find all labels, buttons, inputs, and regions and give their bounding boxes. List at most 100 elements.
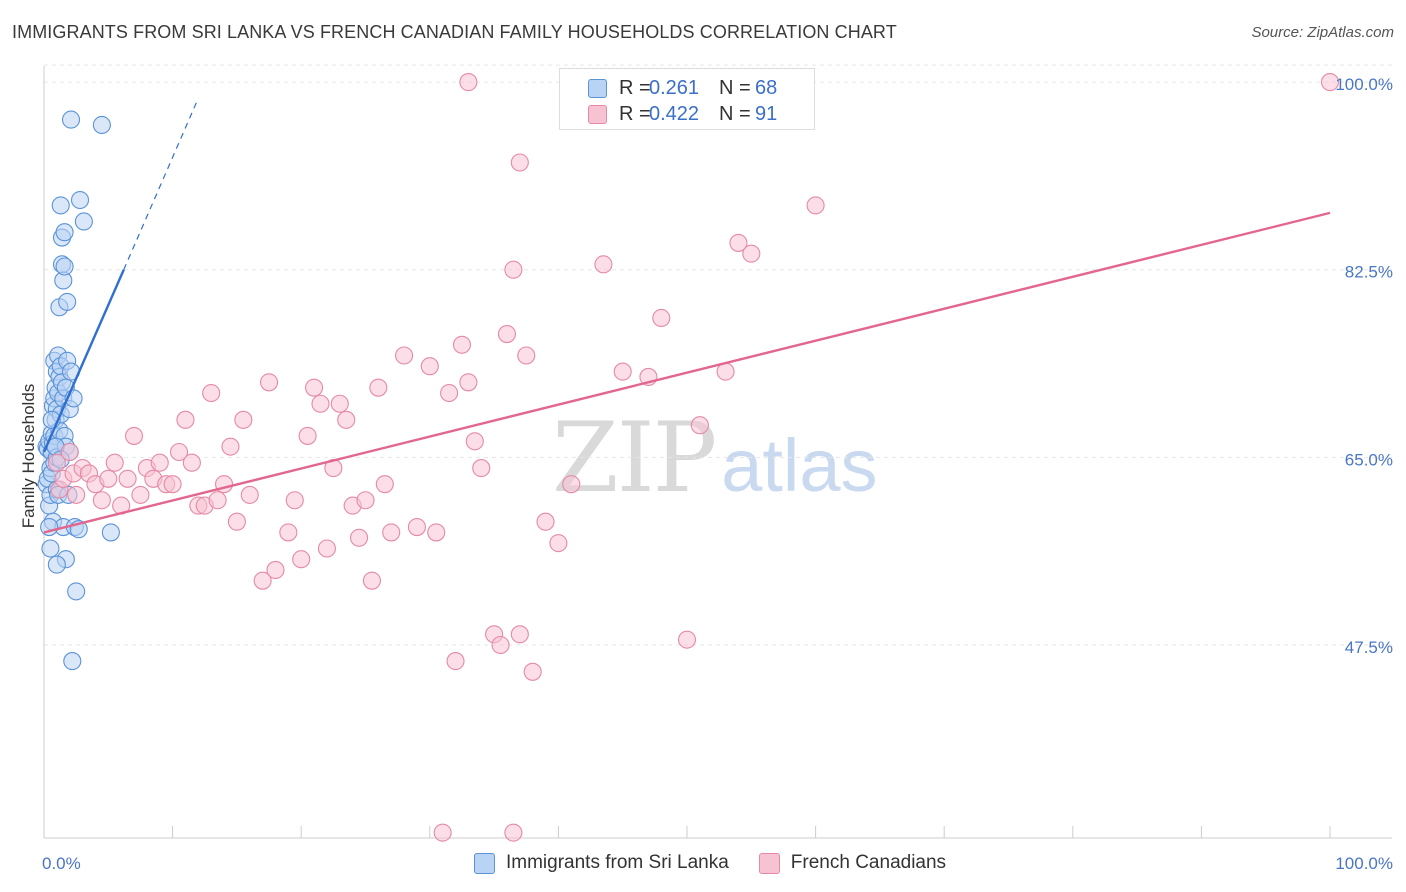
trend-lines: [42, 97, 1331, 534]
legend-swatch-blue: [474, 852, 495, 874]
french-canadians-point: [131, 485, 150, 504]
french-canadians-point: [350, 528, 369, 547]
legend-row-french-canadians: R = 0.422 N = 91: [588, 102, 777, 126]
sri-lanka-point: [67, 582, 86, 601]
french-canadians-point: [47, 453, 66, 472]
french-canadians-point: [150, 453, 169, 472]
legend-label-sri-lanka: Immigrants from Sri Lanka: [506, 852, 729, 873]
sri-lanka-point: [92, 115, 111, 135]
french-canadians-point: [510, 153, 529, 172]
french-canadians-point: [182, 453, 201, 472]
french-canadians-point: [382, 523, 401, 542]
french-canadians-point: [472, 459, 491, 478]
sri-lanka-point: [74, 212, 93, 231]
french-canadians-point: [369, 378, 388, 397]
french-canadians-point: [510, 625, 529, 644]
french-canadians-point: [536, 512, 555, 531]
sri-lanka-trend-extension: [123, 97, 199, 270]
sri-lanka-point: [55, 223, 74, 242]
sri-lanka-point: [41, 539, 60, 558]
french-canadians-point: [452, 335, 472, 354]
french-canadians-point: [67, 485, 86, 504]
french-canadians-point: [395, 346, 414, 365]
french-canadians-point: [356, 491, 375, 510]
x-tick-label: 100.0%: [1335, 854, 1393, 873]
correlation-legend: R = 0.261 N = 68 R = 0.422 N = 91: [559, 68, 815, 130]
legend-r-value: 0.261: [649, 76, 700, 99]
legend-r-label: R =: [619, 76, 651, 99]
legend-r-label: R =: [619, 102, 651, 125]
french-canadians-point: [1320, 73, 1340, 92]
french-canadians-point: [407, 518, 426, 537]
french-canadians-point: [549, 534, 568, 553]
legend-n-value: 68: [755, 76, 778, 99]
french-canadians-point: [337, 410, 356, 429]
french-canadians-point: [729, 233, 748, 252]
french-canadians-point: [594, 255, 613, 274]
french-canadians-point: [517, 346, 536, 365]
legend-r-value: 0.422: [649, 102, 700, 125]
chart-title: IMMIGRANTS FROM SRI LANKA VS FRENCH CANA…: [12, 22, 897, 42]
french-canadians-point: [253, 571, 272, 590]
french-canadians-point: [285, 491, 304, 510]
french-canadians-point: [433, 823, 452, 842]
sri-lanka-point: [61, 110, 81, 129]
french-canadians-point: [234, 410, 253, 429]
french-canadians-point: [163, 475, 182, 494]
french-canadians-point: [208, 491, 227, 510]
french-canadians-point: [742, 244, 761, 263]
french-canadians-point: [459, 73, 478, 92]
french-canadians-point: [227, 512, 246, 531]
legend-n-label: N =: [719, 76, 751, 99]
french-canadians-point: [523, 662, 542, 681]
legend-n-label: N =: [719, 102, 751, 125]
y-tick-label: 82.5%: [1345, 263, 1393, 282]
legend-n-value: 91: [755, 102, 778, 125]
french-canadians-point: [504, 260, 523, 279]
french-canadians-point: [562, 475, 581, 494]
sri-lanka-point: [51, 196, 70, 215]
french-canadians-point: [92, 491, 111, 510]
french-canadians-point: [317, 539, 336, 558]
sri-lanka-trend-line: [42, 269, 125, 453]
legend-row-sri-lanka: R = 0.261 N = 68: [588, 76, 777, 100]
french-canadians-point: [446, 652, 465, 671]
french-canadians-point: [459, 373, 478, 392]
series-sri-lanka-points: [37, 110, 120, 671]
sri-lanka-point: [40, 518, 59, 537]
sri-lanka-point: [101, 523, 120, 542]
french-canadians-point: [305, 378, 324, 397]
french-canadians-point: [362, 571, 381, 590]
legend-item-french-canadians: French Canadians: [758, 852, 946, 874]
french-canadians-point: [266, 560, 285, 579]
series-legend: Immigrants from Sri Lanka French Canadia…: [474, 852, 976, 874]
legend-item-sri-lanka: Immigrants from Sri Lanka: [474, 852, 729, 874]
french-canadians-point: [613, 362, 632, 381]
sri-lanka-point: [55, 257, 74, 276]
french-canadians-point: [806, 196, 825, 215]
french-canadians-point: [60, 442, 79, 462]
french-canadians-point: [279, 523, 298, 542]
french-canadians-point: [99, 469, 118, 488]
legend-swatch-pink: [758, 852, 780, 874]
french-canadians-point: [202, 383, 221, 403]
legend-swatch-pink: [588, 104, 607, 124]
french-canadians-point: [652, 308, 671, 328]
french-canadians-point: [677, 630, 697, 649]
french-canadians-point: [176, 410, 195, 429]
french-canadians-point: [375, 475, 394, 494]
grid-layer: [44, 64, 1392, 646]
french-canadians-point: [497, 325, 517, 344]
legend-swatch-blue: [588, 78, 607, 98]
french-canadians-point: [504, 823, 523, 842]
french-canadians-point: [427, 523, 446, 542]
x-tick-label: 0.0%: [42, 854, 81, 873]
sri-lanka-point: [47, 555, 66, 574]
axis-layer: [43, 66, 1392, 839]
y-tick-label: 65.0%: [1345, 450, 1393, 469]
french-canadians-point: [124, 426, 144, 445]
french-canadians-point: [690, 416, 709, 435]
french-canadians-point: [169, 442, 189, 462]
series-french-canadians-points: [47, 73, 1340, 842]
